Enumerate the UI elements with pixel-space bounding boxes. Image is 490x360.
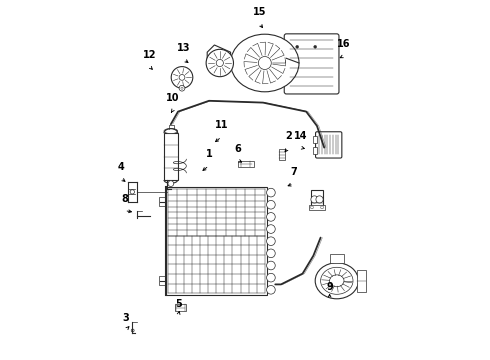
Text: 3: 3 [123, 313, 129, 323]
Circle shape [267, 225, 275, 233]
Circle shape [267, 201, 275, 209]
Circle shape [267, 249, 275, 258]
Ellipse shape [320, 267, 353, 294]
Circle shape [179, 85, 185, 91]
Bar [166, 187, 267, 295]
Circle shape [267, 261, 275, 270]
Bar [330, 254, 344, 263]
Bar [309, 205, 325, 210]
Text: 10: 10 [166, 93, 180, 103]
Text: 1: 1 [206, 149, 212, 159]
Bar [159, 197, 166, 206]
Text: 8: 8 [121, 194, 128, 204]
Text: 12: 12 [143, 50, 156, 60]
Bar [159, 276, 166, 285]
Circle shape [131, 329, 134, 332]
Circle shape [296, 45, 298, 48]
Text: 4: 4 [118, 162, 124, 172]
Bar [279, 149, 285, 160]
Circle shape [267, 285, 275, 294]
Text: 6: 6 [234, 144, 241, 154]
Bar [311, 190, 323, 207]
Circle shape [267, 273, 275, 282]
Circle shape [311, 196, 318, 203]
Circle shape [258, 57, 271, 69]
Circle shape [168, 181, 174, 186]
Bar [175, 304, 186, 311]
Text: 11: 11 [215, 120, 228, 130]
Circle shape [267, 237, 275, 246]
Ellipse shape [315, 263, 358, 299]
Text: 14: 14 [294, 131, 308, 141]
Circle shape [179, 75, 185, 80]
Circle shape [216, 59, 223, 67]
Circle shape [314, 45, 317, 48]
Circle shape [267, 188, 275, 197]
Ellipse shape [231, 34, 299, 92]
Circle shape [206, 49, 233, 77]
Ellipse shape [164, 129, 178, 134]
Circle shape [171, 67, 193, 88]
Circle shape [181, 87, 183, 89]
Circle shape [320, 206, 323, 209]
Text: 9: 9 [326, 282, 333, 292]
Bar [164, 133, 178, 180]
Text: 16: 16 [337, 39, 351, 49]
FancyBboxPatch shape [316, 132, 342, 158]
Text: 7: 7 [290, 167, 297, 177]
Bar [313, 136, 317, 143]
Bar [357, 270, 366, 292]
Text: 13: 13 [177, 43, 191, 53]
Bar [313, 147, 317, 154]
Bar [238, 161, 254, 167]
Text: 5: 5 [175, 298, 182, 309]
Circle shape [316, 196, 323, 203]
Circle shape [130, 190, 134, 194]
Ellipse shape [330, 275, 344, 287]
Circle shape [311, 206, 314, 209]
Polygon shape [207, 45, 231, 74]
FancyBboxPatch shape [284, 34, 339, 94]
Text: 15: 15 [253, 7, 266, 17]
Text: 2: 2 [285, 131, 292, 141]
Circle shape [267, 212, 275, 221]
